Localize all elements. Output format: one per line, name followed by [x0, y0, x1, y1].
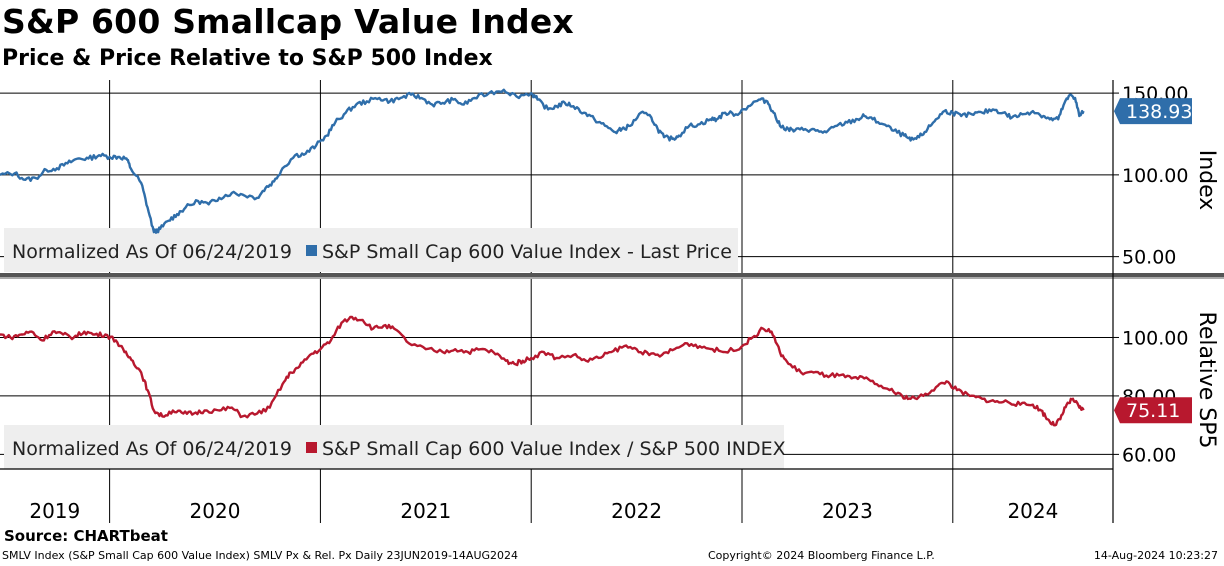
year-label-2020: 2020 — [190, 499, 241, 523]
top-last-value-label: 138.93 — [1126, 101, 1192, 123]
top-legend-swatch — [306, 245, 317, 256]
top-legend-box — [4, 228, 738, 272]
footer-copyright: Copyright© 2024 Bloomberg Finance L.P. — [708, 549, 935, 562]
top-legend-note: Normalized As Of 06/24/2019 — [12, 241, 292, 263]
year-label-2022: 2022 — [611, 499, 662, 523]
source-note: Source: CHARTbeat — [4, 527, 168, 545]
footer-series-info: SMLV Index (S&P Small Cap 600 Value Inde… — [2, 549, 519, 562]
bottom-legend-swatch — [306, 442, 317, 453]
x-year-labels: 2019 2020 2021 2022 2023 2024 — [29, 499, 1058, 523]
top-y-axis-title: Index — [1194, 150, 1219, 211]
bottom-legend-box — [4, 425, 784, 469]
relative-series-line — [0, 315, 1085, 427]
bottom-legend-note: Normalized As Of 06/24/2019 — [12, 438, 292, 460]
footer-timestamp: 14-Aug-2024 10:23:27 — [1093, 549, 1218, 562]
bottom-y-axis-title: Relative SP5 — [1194, 312, 1219, 449]
bottom-last-value-label: 75.11 — [1126, 400, 1180, 422]
year-label-2021: 2021 — [400, 499, 451, 523]
panel-divider[interactable] — [0, 273, 1224, 278]
price-series-line — [0, 88, 1085, 234]
top-last-value-tag: 138.93 — [1114, 98, 1192, 125]
bottom-last-value-tag: 75.11 — [1114, 397, 1192, 424]
bottom-legend-entry: S&P Small Cap 600 Value Index / S&P 500 … — [322, 438, 786, 460]
chart-title: S&P 600 Smallcap Value Index — [2, 2, 574, 41]
year-label-2023: 2023 — [822, 499, 873, 523]
y-tick-label: 50.00 — [1122, 247, 1176, 269]
year-label-2024: 2024 — [1007, 499, 1058, 523]
panel-divider-shadow — [0, 277, 1224, 279]
y-tick-label: 60.00 — [1122, 444, 1176, 466]
year-label-2019: 2019 — [29, 499, 80, 523]
y-tick-label: 100.00 — [1122, 327, 1188, 349]
y-tick-label: 100.00 — [1122, 165, 1188, 187]
chart-subtitle: Price & Price Relative to S&P 500 Index — [2, 46, 493, 71]
top-legend-entry: S&P Small Cap 600 Value Index - Last Pri… — [322, 241, 732, 263]
